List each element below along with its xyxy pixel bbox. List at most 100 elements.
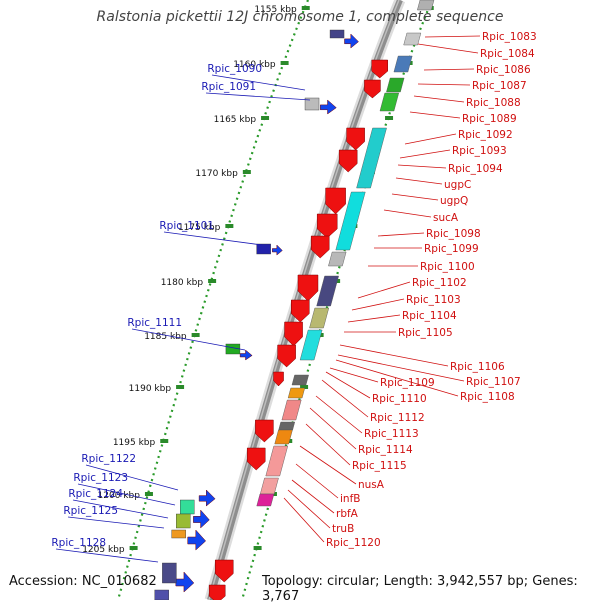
forward-gene-label: sucA <box>433 212 459 224</box>
forward-gene-label: Rpic_1089 <box>462 113 517 125</box>
reverse-gene-arrow <box>198 489 216 507</box>
gene-block <box>335 191 366 251</box>
scale-tick-label: 1200 kbp <box>98 491 141 501</box>
reverse-gene-label: Rpic_1111 <box>127 317 182 329</box>
forward-gene-label: rbfA <box>336 508 359 520</box>
reverse-gene-label: Rpic_1101 <box>159 220 214 232</box>
forward-gene-arrow <box>291 299 310 323</box>
gene-block <box>309 307 330 329</box>
forward-label-leader <box>377 232 425 237</box>
forward-label-leader <box>395 177 443 185</box>
forward-label-leader <box>309 407 357 450</box>
reverse-gene-arrow <box>175 571 195 593</box>
forward-gene-label: Rpic_1103 <box>406 294 461 306</box>
label-leader-lines <box>55 35 481 563</box>
gene-block <box>274 429 293 445</box>
forward-label-leader <box>337 354 465 382</box>
forward-label-leader <box>315 395 363 434</box>
reverse-label-leader <box>77 483 176 506</box>
scale-tick-label: 1185 kbp <box>144 332 187 342</box>
scale-dotted-lines <box>116 0 434 600</box>
forward-gene-arrow <box>310 235 330 259</box>
reverse-gene-label: Rpic_1122 <box>81 453 136 465</box>
scale-tick-mark <box>129 546 138 550</box>
scale-tick-label: 1195 kbp <box>113 438 156 448</box>
gene-block <box>393 55 413 73</box>
reverse-gene-arrow <box>272 244 283 256</box>
scale-tick-label: 1180 kbp <box>161 278 204 288</box>
forward-gene-label: Rpic_1105 <box>398 327 453 339</box>
scale-tick-mark <box>176 385 185 389</box>
scale-tick-label: 1175 kbp <box>178 223 221 233</box>
forward-gene-arrow <box>208 584 226 600</box>
forward-gene-label: Rpic_1088 <box>466 97 521 109</box>
reverse-label-leader <box>205 92 311 101</box>
accession-text: Accession: NC_010682 <box>9 574 157 589</box>
forward-gene-label: truB <box>332 523 354 535</box>
forward-label-leader <box>399 149 451 159</box>
forward-label-leader <box>335 359 459 397</box>
forward-label-leader <box>404 133 457 145</box>
gene-block <box>256 493 275 507</box>
forward-gene-label: Rpic_1104 <box>402 310 457 322</box>
gene-block <box>180 499 195 515</box>
gene-block <box>281 399 302 421</box>
forward-label-leader <box>291 479 335 514</box>
gene-block <box>287 387 306 399</box>
forward-gene-label: nusA <box>358 479 385 491</box>
reverse-gene-arrow <box>239 349 253 361</box>
forward-label-leader <box>325 371 371 399</box>
forward-label-leader <box>299 445 357 485</box>
scale-tick-mark <box>261 116 270 120</box>
reverse-label-leader <box>163 231 263 246</box>
forward-label-leader <box>383 209 432 218</box>
reverse-label-leader <box>72 499 169 519</box>
forward-label-leader <box>329 367 379 383</box>
gene-block <box>403 32 422 46</box>
forward-gene-label: Rpic_1108 <box>460 391 515 403</box>
reverse-label-leader <box>85 464 179 491</box>
forward-gene-arrow <box>277 344 296 368</box>
forward-gene-label: Rpic_1115 <box>352 460 407 472</box>
forward-gene-arrow <box>284 321 303 347</box>
gene-block <box>265 445 289 477</box>
reverse-label-leader <box>211 74 306 91</box>
forward-label-leader <box>283 497 325 543</box>
scale-tick-mark <box>160 439 169 443</box>
forward-gene-arrow <box>246 447 266 471</box>
reverse-gene-label: Rpic_1125 <box>63 505 118 517</box>
forward-gene-label: Rpic_1110 <box>372 393 427 405</box>
scale-tick-mark <box>225 224 234 228</box>
gene-block <box>291 374 309 386</box>
scale-tick-mark <box>301 6 310 10</box>
forward-gene-label: Rpic_1107 <box>466 376 521 388</box>
gene-features <box>154 0 435 600</box>
scale-tick-label: 1160 kbp <box>233 60 276 70</box>
forward-gene-arrow <box>297 274 319 302</box>
reverse-gene-label: Rpic_1123 <box>73 472 128 484</box>
forward-gene-label: Rpic_1093 <box>452 145 507 157</box>
forward-gene-label: Rpic_1086 <box>476 64 531 76</box>
forward-gene-label: ugpQ <box>440 195 468 207</box>
reverse-gene-arrow <box>344 33 359 49</box>
forward-gene-arrow <box>316 213 338 239</box>
forward-label-leader <box>409 111 461 119</box>
forward-label-leader <box>424 35 481 38</box>
forward-label-leader <box>351 298 405 311</box>
forward-gene-label: Rpic_1114 <box>358 444 413 456</box>
chromosome-backbone <box>204 0 406 600</box>
scale-tick-mark <box>144 492 153 496</box>
reverse-gene-label: Rpic_1091 <box>201 81 256 93</box>
forward-gene-label: infB <box>340 493 360 505</box>
forward-gene-label: Rpic_1092 <box>458 129 513 141</box>
forward-gene-arrow <box>325 187 346 215</box>
forward-gene-arrow <box>255 419 274 443</box>
forward-label-leader <box>357 281 411 299</box>
reverse-gene-arrow <box>187 529 207 551</box>
gene-block <box>176 513 191 529</box>
reverse-gene-label: Rpic_1090 <box>207 63 262 75</box>
forward-label-leader <box>295 463 339 499</box>
scale-tick-label: 1165 kbp <box>214 115 257 125</box>
forward-label-leader <box>397 164 447 169</box>
